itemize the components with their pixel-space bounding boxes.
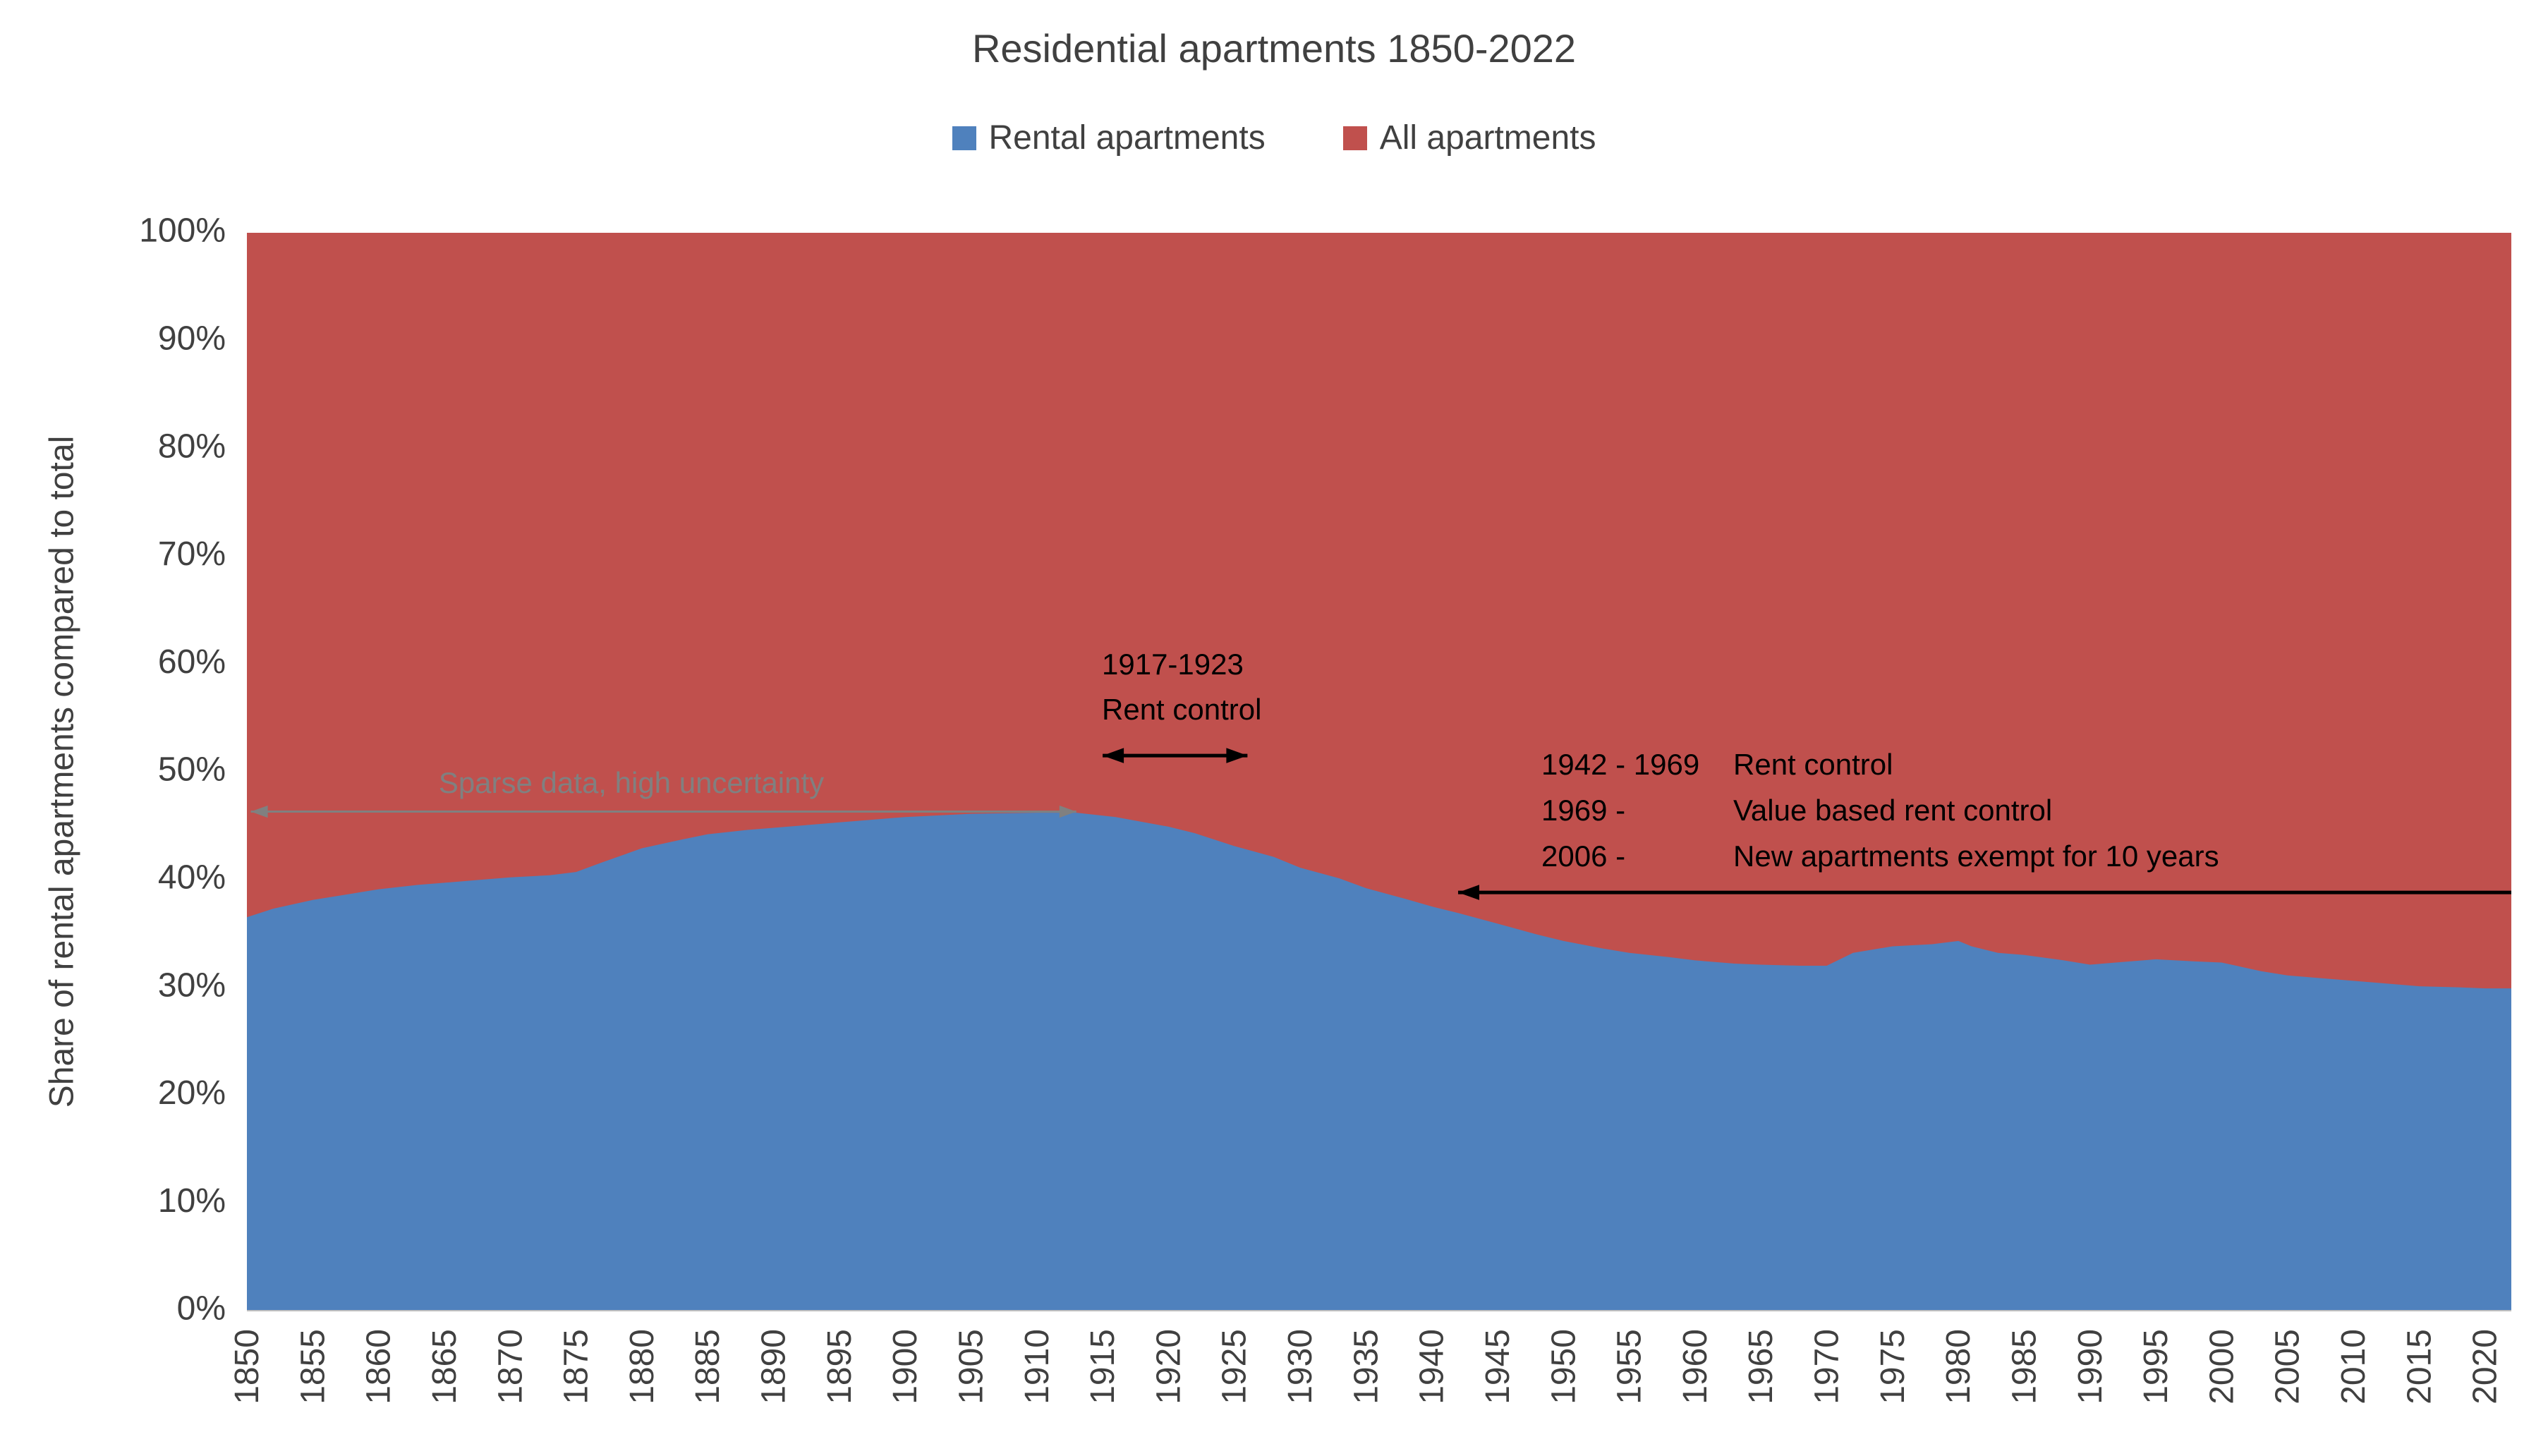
x-tick-label: 1995 <box>2137 1329 2175 1405</box>
x-tick-label: 1910 <box>1019 1329 1056 1405</box>
x-tick-label: 1935 <box>1347 1329 1385 1405</box>
y-tick-label: 70% <box>158 535 226 573</box>
legend-label-all: All apartments <box>1379 119 1596 157</box>
x-tick-label: 1865 <box>426 1329 463 1405</box>
y-tick-label: 100% <box>139 212 226 250</box>
annotation-rent-control-history: 1942 - 1969 Rent control 1969 - Value base… <box>1541 741 2219 879</box>
x-tick-label: 1850 <box>229 1329 266 1405</box>
x-tick-label: 1960 <box>1677 1329 1714 1405</box>
x-tick-label: 1955 <box>1611 1329 1649 1405</box>
x-tick-label: 1875 <box>558 1329 595 1405</box>
legend: Rental apartments All apartments <box>0 119 2548 157</box>
y-tick-label: 40% <box>158 859 226 896</box>
x-tick-label: 1930 <box>1282 1329 1319 1405</box>
legend-swatch-all-icon <box>1342 126 1367 150</box>
x-tick-label: 1890 <box>756 1329 793 1405</box>
x-tick-label: 1920 <box>1150 1329 1187 1405</box>
annotation-text: Value based rent control <box>1733 794 2053 827</box>
x-tick-label: 1870 <box>492 1329 529 1405</box>
annotation-row: 1942 - 1969 Rent control <box>1541 741 2219 787</box>
legend-label-rental: Rental apartments <box>988 119 1266 157</box>
x-tick-label: 1990 <box>2072 1329 2109 1405</box>
annotation-text: New apartments exempt for 10 years <box>1733 839 2219 873</box>
x-tick-label: 1970 <box>1809 1329 1846 1405</box>
annotation-period: 1969 - <box>1541 794 1626 827</box>
arrowhead-icon <box>1458 885 1479 900</box>
x-tick-label: 1880 <box>624 1329 661 1405</box>
arrowhead-icon <box>1226 748 1248 763</box>
annotation-text: Rent control <box>1733 748 1893 781</box>
y-tick-label: 0% <box>177 1290 226 1328</box>
x-tick-label: 1975 <box>1874 1329 1912 1405</box>
x-tick-label: 1950 <box>1545 1329 1582 1405</box>
legend-item-all-apartments[interactable]: All apartments <box>1342 119 1596 157</box>
x-tick-label: 1925 <box>1216 1329 1254 1405</box>
annotation-row: 1969 - Value based rent control <box>1541 787 2219 833</box>
chart-title: Residential apartments 1850-2022 <box>971 26 1577 71</box>
x-tick-label: 2005 <box>2269 1329 2307 1405</box>
annotation-line-caption: Rent control <box>1102 693 1262 726</box>
x-tick-label: 1855 <box>294 1329 332 1405</box>
y-tick-label: 60% <box>158 643 226 681</box>
rental-apartments-area <box>247 813 2511 1311</box>
x-tick-label: 1900 <box>887 1329 924 1405</box>
y-tick-label: 20% <box>158 1074 226 1112</box>
x-tick-label: 1980 <box>1940 1329 1977 1405</box>
annotation-period: 1942 - 1969 <box>1541 748 1700 781</box>
y-tick-label: 90% <box>158 320 226 357</box>
x-tick-label: 1915 <box>1084 1329 1122 1405</box>
x-tick-label: 1860 <box>360 1329 398 1405</box>
legend-swatch-rental-icon <box>952 126 976 150</box>
x-tick-label: 1895 <box>821 1329 859 1405</box>
arrowhead-icon <box>1103 748 1124 763</box>
x-tick-label: 2020 <box>2467 1329 2504 1405</box>
arrowhead-icon <box>250 805 268 818</box>
x-tick-label: 1905 <box>952 1329 990 1405</box>
annotation-period: 2006 - <box>1541 839 1626 873</box>
legend-item-rental-apartments[interactable]: Rental apartments <box>952 119 1266 157</box>
x-tick-label: 1945 <box>1479 1329 1517 1405</box>
x-tick-label: 1885 <box>689 1329 727 1405</box>
x-tick-label: 2000 <box>2203 1329 2240 1405</box>
x-tick-label: 1985 <box>2006 1329 2043 1405</box>
arrowhead-icon <box>1059 805 1076 818</box>
y-tick-label: 50% <box>158 751 226 789</box>
x-tick-label: 1940 <box>1414 1329 1451 1405</box>
x-tick-label: 1965 <box>1742 1329 1780 1405</box>
x-tick-label: 2015 <box>2401 1329 2438 1405</box>
y-tick-label: 80% <box>158 427 226 465</box>
annotation-sparse-data: Sparse data, high uncertainty <box>438 766 825 799</box>
y-tick-label: 30% <box>158 966 226 1004</box>
x-tick-label: 2010 <box>2335 1329 2372 1405</box>
annotation-rent-control-1917-1923: 1917-1923 Rent control <box>1102 642 1261 732</box>
annotation-line-years: 1917-1923 <box>1102 648 1244 681</box>
y-tick-label: 10% <box>158 1182 226 1220</box>
annotation-row: 2006 - New apartments exempt for 10 years <box>1541 833 2219 879</box>
